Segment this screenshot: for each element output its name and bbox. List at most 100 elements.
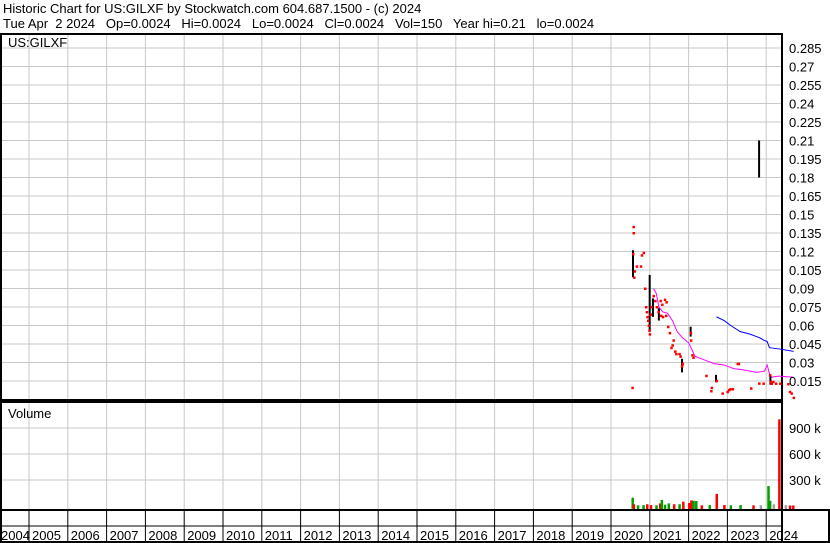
volume-tick-label: 900 k: [789, 421, 821, 436]
close-point: [633, 270, 637, 273]
volume-bar: [768, 500, 772, 509]
grid-lines: [0, 34, 782, 510]
close-point: [647, 324, 651, 327]
close-point: [772, 380, 775, 384]
volume-bar: [655, 505, 658, 509]
close-point: [689, 331, 693, 335]
price-tick-label: 0.195: [789, 152, 822, 167]
close-point: [762, 382, 765, 385]
volume-bar: [658, 503, 662, 509]
volume-bar: [678, 504, 681, 509]
volume-bar: [688, 502, 691, 509]
close-point: [646, 319, 650, 323]
close-point: [632, 232, 636, 235]
volume-bar: [660, 499, 664, 509]
close-point: [774, 382, 778, 385]
volume-bar: [636, 505, 640, 509]
volume-bar: [772, 504, 776, 509]
close-point: [769, 380, 773, 384]
close-point: [646, 315, 649, 319]
price-tick-label: 0.15: [789, 208, 814, 223]
close-point: [652, 294, 655, 298]
close-point: [674, 350, 677, 353]
volume-bar: [672, 504, 676, 509]
year-tick-label: 2013: [342, 528, 371, 543]
price-panel-frame: [0, 33, 783, 401]
volume-panel-title: Volume: [8, 406, 51, 421]
chart-marks: [631, 140, 796, 509]
close-point: [790, 392, 793, 395]
year-tick-label: 2024: [769, 528, 798, 543]
volume-bar: [700, 505, 704, 509]
close-point: [679, 355, 682, 358]
volume-tick-label: 600 k: [789, 447, 821, 462]
close-point: [649, 313, 653, 316]
close-point: [671, 344, 674, 347]
close-point: [770, 382, 773, 385]
price-tick-label: 0.06: [789, 319, 814, 334]
moving-average-long-line: [716, 316, 794, 352]
year-tick-label: 2017: [498, 528, 527, 543]
close-point: [654, 299, 657, 303]
close-point: [643, 287, 647, 290]
close-point: [788, 390, 792, 394]
close-point: [648, 333, 652, 336]
close-point: [779, 382, 782, 385]
price-tick-label: 0.075: [789, 300, 822, 315]
chart-title: Historic Chart for US:GILXF by Stockwatc…: [3, 1, 422, 16]
volume-bar: [667, 503, 671, 509]
close-point: [710, 389, 713, 393]
close-point: [639, 265, 643, 268]
close-point: [787, 382, 790, 386]
close-point: [640, 254, 644, 257]
volume-bar: [642, 505, 645, 509]
close-point: [659, 299, 662, 303]
close-point: [631, 252, 635, 256]
close-point: [726, 390, 729, 394]
price-tick-label: 0.135: [789, 226, 822, 241]
close-point: [650, 306, 653, 309]
volume-bar: [692, 500, 695, 509]
volume-tick-label: 300 k: [789, 473, 821, 488]
price-tick-label: 0.12: [789, 245, 814, 260]
close-point: [705, 374, 708, 378]
price-tick-label: 0.24: [789, 97, 814, 112]
close-point: [737, 362, 741, 366]
volume-bar: [631, 497, 634, 509]
year-tick-label: 2020: [614, 528, 643, 543]
close-point: [691, 354, 694, 357]
close-point: [655, 306, 659, 309]
close-point: [645, 310, 649, 314]
price-panel-title: US:GILXF: [8, 35, 67, 50]
close-point: [758, 382, 761, 385]
year-tick-label: 2018: [536, 528, 565, 543]
close-point: [665, 301, 668, 304]
close-point: [792, 396, 796, 400]
year-tick-label: 2019: [575, 528, 604, 543]
price-tick-label: 0.21: [789, 134, 814, 149]
year-tick-label: 2012: [304, 528, 333, 543]
close-point: [642, 251, 646, 255]
close-point: [633, 276, 636, 279]
volume-bar: [708, 505, 712, 509]
volume-bar: [632, 504, 636, 509]
price-tick-label: 0.18: [789, 171, 814, 186]
close-point: [663, 298, 667, 302]
close-point: [660, 314, 663, 318]
year-tick-label: 2006: [71, 528, 100, 543]
price-tick-label: 0.255: [789, 78, 822, 93]
close-point: [670, 346, 673, 350]
price-tick-label: 0.165: [789, 189, 822, 204]
volume-bar: [729, 505, 733, 509]
year-tick-label: 2008: [148, 528, 177, 543]
volume-bar: [792, 505, 795, 509]
volume-bar: [788, 505, 792, 509]
volume-bar: [778, 419, 781, 509]
quote-summary: Tue Apr 2 2024 Op=0.0024 Hi=0.0024 Lo=0.…: [3, 16, 595, 31]
price-tick-label: 0.015: [789, 374, 822, 389]
close-point: [657, 310, 660, 314]
close-point: [715, 379, 719, 383]
close-point: [681, 362, 685, 366]
volume-bar: [695, 500, 698, 509]
volume-bar: [645, 504, 649, 509]
